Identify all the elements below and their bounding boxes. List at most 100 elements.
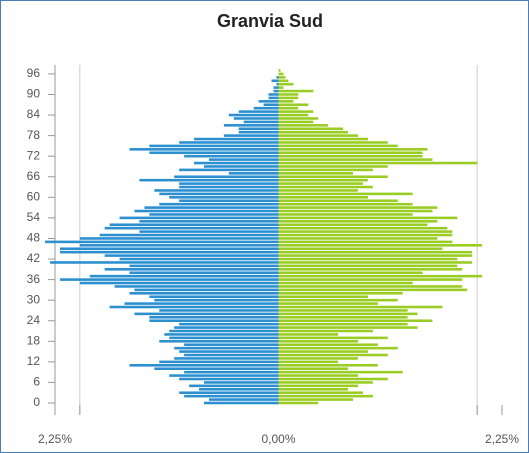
bar-left xyxy=(129,292,279,295)
bar-right xyxy=(278,309,408,312)
bar-left xyxy=(139,178,279,182)
bar-left xyxy=(271,79,279,83)
bar-left xyxy=(139,230,279,233)
bar-left xyxy=(159,202,279,206)
bar-left xyxy=(238,110,279,113)
bar-left xyxy=(134,209,279,213)
bar-right xyxy=(278,185,373,189)
bar-right xyxy=(278,316,408,319)
bar-right xyxy=(278,72,284,76)
bar-left xyxy=(79,237,279,240)
bar-right xyxy=(278,388,349,391)
x-tick-label: 2,25% xyxy=(485,432,519,446)
bar-right xyxy=(278,357,358,360)
bar-right xyxy=(278,250,473,254)
bar-right xyxy=(278,394,373,398)
bar-left xyxy=(179,322,279,326)
bar-right xyxy=(278,268,463,271)
y-tick-label: 42 xyxy=(27,251,41,265)
bar-left xyxy=(159,309,279,312)
bar-right xyxy=(278,233,453,237)
bar-left xyxy=(184,353,279,357)
bar-left xyxy=(276,82,279,86)
bar-left xyxy=(59,278,279,281)
bar-left xyxy=(268,93,279,96)
bar-left xyxy=(199,388,279,391)
bar-left xyxy=(59,247,279,251)
bar-right xyxy=(278,182,363,185)
y-tick-label: 6 xyxy=(33,375,40,389)
bar-left xyxy=(228,113,279,117)
bar-right xyxy=(278,202,413,206)
bar-right xyxy=(278,168,373,172)
bar-left xyxy=(129,148,279,151)
bar-right xyxy=(278,172,353,175)
bar-left xyxy=(164,333,279,336)
bar-right xyxy=(278,124,329,127)
bar-right xyxy=(278,329,373,333)
bar-left xyxy=(194,161,279,165)
bar-left xyxy=(89,274,279,278)
bar-right xyxy=(278,292,403,295)
bar-left xyxy=(169,336,279,340)
bar-right xyxy=(278,247,443,251)
bar-right xyxy=(278,326,418,329)
bar-left xyxy=(238,127,279,131)
bar-right xyxy=(278,353,388,357)
bar-left xyxy=(79,244,279,247)
bar-right xyxy=(278,154,423,158)
bar-right xyxy=(278,240,453,244)
bar-right xyxy=(278,89,314,93)
bar-left xyxy=(174,346,279,350)
y-tick-label: 96 xyxy=(27,66,41,80)
chart-title: Granvia Sud xyxy=(217,11,323,31)
bar-right xyxy=(278,278,463,281)
bar-left xyxy=(253,106,279,110)
y-tick-label: 12 xyxy=(27,354,41,368)
bar-left xyxy=(149,144,279,148)
bar-left xyxy=(134,312,279,316)
bar-left xyxy=(79,281,279,285)
bar-right xyxy=(278,274,483,278)
bar-left xyxy=(263,103,279,107)
bar-left xyxy=(50,261,279,264)
bar-right xyxy=(278,333,339,336)
bar-right xyxy=(278,86,284,89)
bar-left xyxy=(189,384,279,388)
bar-right xyxy=(278,137,368,141)
bar-right xyxy=(278,281,413,285)
bar-left xyxy=(139,220,279,223)
bar-left xyxy=(124,302,279,305)
bar-right xyxy=(278,381,373,384)
bar-right xyxy=(278,230,453,233)
bar-right xyxy=(278,178,368,182)
y-tick-label: 84 xyxy=(27,107,41,121)
y-tick-label: 78 xyxy=(27,128,41,142)
bar-right xyxy=(278,192,413,196)
bar-left xyxy=(208,158,279,161)
bar-left xyxy=(144,206,279,209)
bar-right xyxy=(278,298,398,302)
y-tick-label: 0 xyxy=(33,395,40,409)
bar-left xyxy=(174,326,279,329)
bar-left xyxy=(119,216,279,220)
bar-right xyxy=(278,216,458,220)
bar-right xyxy=(278,223,428,227)
bar-left xyxy=(179,168,279,172)
bar-right xyxy=(278,254,473,257)
bar-right xyxy=(278,120,314,124)
bar-left xyxy=(129,364,279,367)
bar-right xyxy=(278,158,433,161)
bar-right xyxy=(278,226,448,230)
bar-right xyxy=(278,196,368,199)
bar-right xyxy=(278,165,388,168)
bar-left xyxy=(169,374,279,377)
bar-left xyxy=(149,319,279,323)
bar-left xyxy=(243,120,279,124)
bar-right xyxy=(278,364,378,367)
bar-left xyxy=(233,117,279,120)
bar-right xyxy=(278,398,353,401)
y-tick-label: 30 xyxy=(27,292,41,306)
